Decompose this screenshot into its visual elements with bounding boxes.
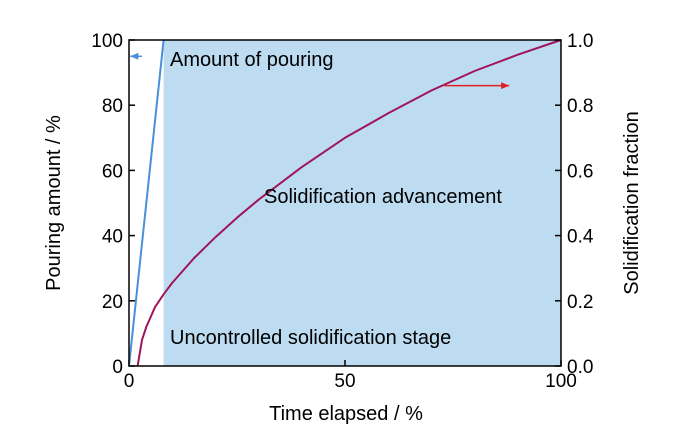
solidification-curve: [136, 39, 562, 367]
y-right-axis-title: Solidification fraction: [621, 111, 643, 294]
y-right-tick-label-1: 0.2: [567, 292, 593, 313]
y-right-tick-label-5: 1.0: [567, 31, 593, 52]
y-left-tick-label-3: 60: [102, 161, 123, 182]
x-axis-title: Time elapsed / %: [269, 403, 423, 425]
y-right-tick-label-0: 0.0: [567, 357, 593, 378]
shaded-region: [163, 40, 561, 366]
x-tick-label-1: 50: [334, 371, 355, 392]
annotation-amount-of-pouring: Amount of pouring: [170, 49, 333, 71]
annotation-solidification-advancement: Solidification advancement: [264, 186, 502, 208]
plot-frame: [128, 39, 562, 367]
y-left-tick-label-1: 20: [102, 292, 123, 313]
x-tick-label-0: 0: [124, 371, 135, 392]
y-left-tick-label-0: 0: [112, 357, 123, 378]
arrows-group: [130, 52, 510, 90]
y-right-tick-label-4: 0.8: [567, 96, 593, 117]
y-left-tick-label-2: 40: [102, 227, 123, 248]
y-left-tick-label-5: 100: [91, 31, 123, 52]
arrow-left-head: [130, 52, 139, 60]
annotation-uncontrolled-stage: Uncontrolled solidification stage: [170, 327, 451, 349]
arrow-right-head: [501, 82, 510, 90]
y-left-tick-label-4: 80: [102, 96, 123, 117]
series-group: [128, 39, 562, 367]
y-right-tick-label-3: 0.6: [567, 161, 593, 182]
y-right-tick-label-2: 0.4: [567, 227, 594, 248]
pouring-line: [128, 39, 165, 367]
x-tick-label-2: 100: [545, 371, 577, 392]
y-left-axis-title: Pouring amount / %: [43, 115, 65, 291]
